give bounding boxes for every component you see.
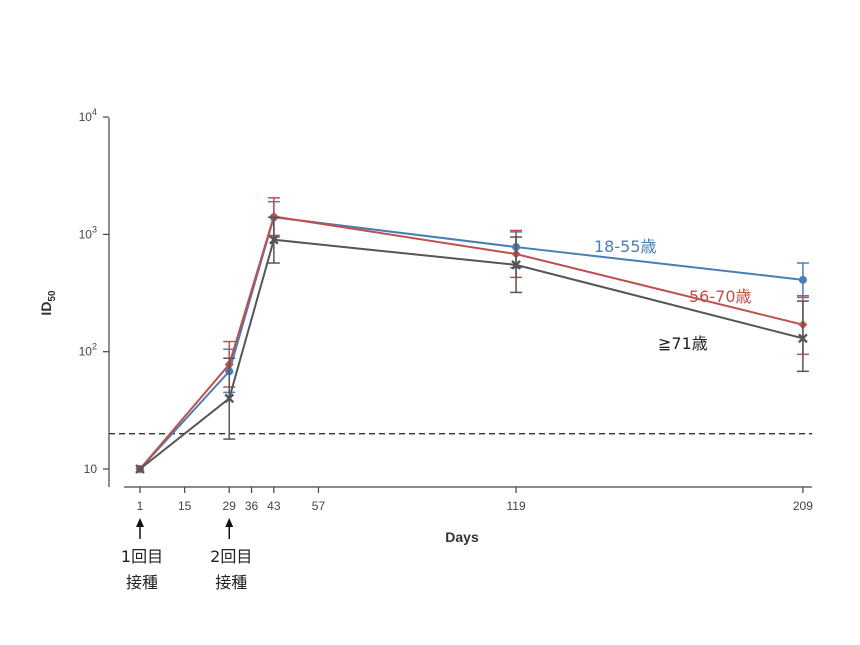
- x-tick-label: 15: [178, 499, 192, 513]
- dose-arrow-head: [136, 518, 144, 527]
- data-point: [269, 234, 279, 245]
- x-tick-label: 57: [312, 499, 326, 513]
- dose-label-line1: 2回目: [210, 547, 252, 566]
- data-point-stroke: [224, 393, 235, 404]
- y-axis-title-subscript: 50: [47, 290, 58, 302]
- axes: [108, 118, 812, 488]
- y-tick-label: 103: [79, 224, 97, 241]
- x-tick-label: 36: [245, 499, 259, 513]
- x-ticks: 1 15 29 36 43 57 119 209: [137, 487, 813, 513]
- y-tick-label: 10: [84, 462, 98, 476]
- y-axis-title-main: ID: [38, 302, 54, 316]
- x-axis-title: Days: [445, 529, 479, 545]
- dose-arrow-head: [225, 518, 234, 527]
- data-point-stroke: [511, 260, 521, 270]
- x-tick-label: 29: [223, 499, 237, 513]
- x-tick-label: 119: [506, 499, 525, 513]
- y-tick-label: 102: [79, 342, 97, 359]
- series-label-71-plus: ≧71歳: [658, 334, 708, 353]
- data-point: [798, 275, 807, 284]
- series-2: [135, 216, 809, 474]
- y-axis-title: ID50: [38, 290, 58, 316]
- series-group: [135, 197, 809, 474]
- series-1: [135, 197, 809, 474]
- series-label-56-70: 56-70歳: [689, 287, 752, 306]
- dose-label-line2: 接種: [215, 573, 247, 592]
- error-bar: [796, 300, 809, 373]
- data-point-stroke: [135, 464, 145, 474]
- x-tick-label: 43: [267, 499, 281, 513]
- y-tick-label: 104: [79, 107, 97, 124]
- dose-label-line1: 1回目: [121, 547, 163, 566]
- data-point: [798, 333, 808, 344]
- data-point-stroke: [269, 234, 279, 245]
- data-point: [224, 393, 235, 404]
- y-ticks: 10 102 103 104: [79, 107, 109, 476]
- x-tick-label: 209: [793, 499, 813, 513]
- series-label-18-55: 18-55歳: [594, 237, 657, 256]
- series-line: [139, 238, 804, 470]
- dose-label-line2: 接種: [126, 573, 158, 592]
- x-tick-label: 1: [137, 499, 144, 513]
- data-point-stroke: [798, 333, 808, 344]
- data-point: [511, 260, 521, 270]
- data-point: [135, 464, 145, 474]
